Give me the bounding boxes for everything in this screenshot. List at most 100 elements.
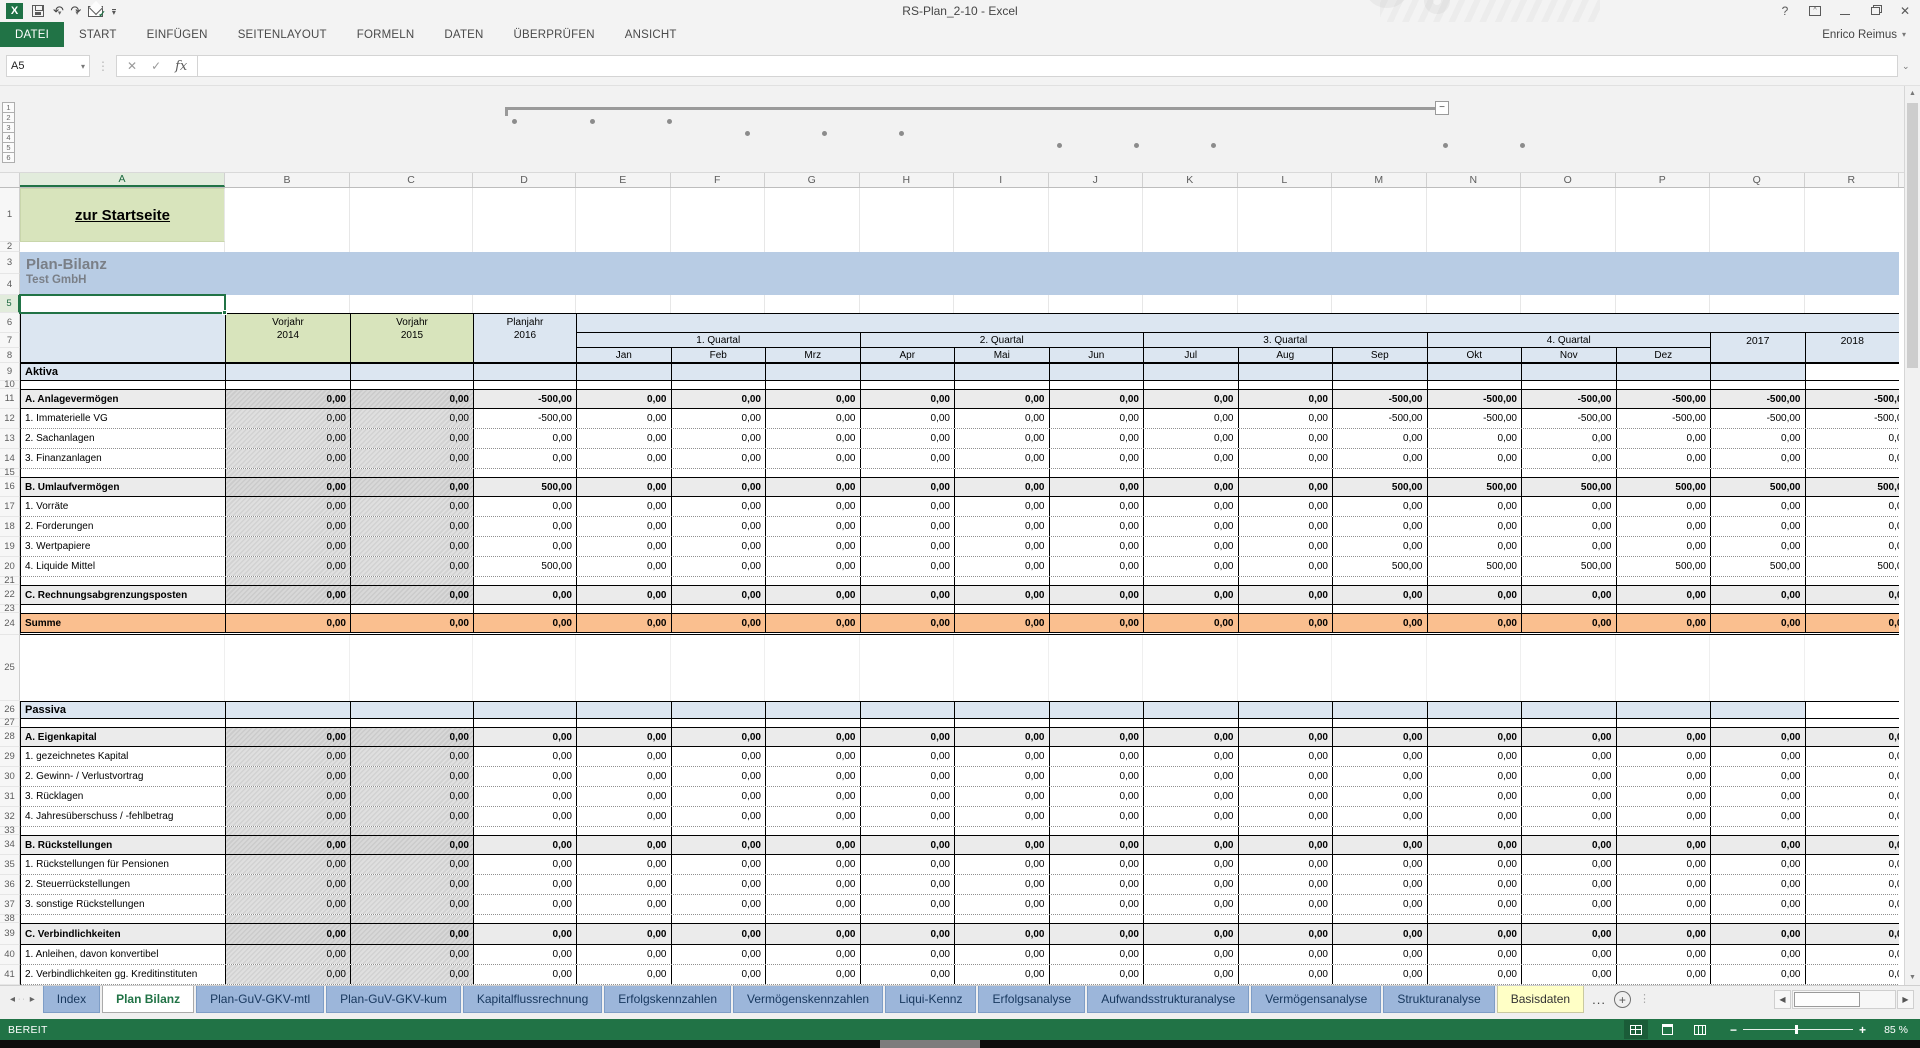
cell-Q34[interactable]: 0,00 [1711,836,1806,854]
cell-N38[interactable] [1428,915,1522,923]
cell-A23[interactable] [21,605,226,613]
cell-L36[interactable]: 0,00 [1239,875,1333,894]
ribbon-tab-datei[interactable]: DATEI [0,22,65,47]
cell-P30[interactable]: 0,00 [1617,767,1711,786]
cell-N28[interactable]: 0,00 [1427,728,1522,746]
cell-A32[interactable]: 4. Jahresüberschuss / -fehlbetrag [21,807,226,826]
row-header-4[interactable]: 4 [0,274,20,295]
cell-K33[interactable] [1144,827,1239,835]
cell-G25[interactable] [765,635,860,701]
close-button[interactable]: ✕ [1899,4,1911,18]
cell-Q30[interactable]: 0,00 [1711,767,1806,786]
cell-Q18[interactable]: 0,00 [1711,517,1806,536]
cell-H1[interactable] [860,188,954,242]
cell-E20[interactable]: 0,00 [577,557,672,576]
cell-I13[interactable]: 0,00 [955,429,1050,448]
cell-H35[interactable]: 0,00 [861,855,955,874]
cell-O28[interactable]: 0,00 [1522,728,1617,746]
cell-M2[interactable] [1332,242,1427,252]
cell-F41[interactable]: 0,00 [672,965,766,984]
cell-E2[interactable] [576,242,671,252]
row-header-13[interactable]: 13 [0,429,20,449]
cell-E35[interactable]: 0,00 [577,855,672,874]
cell-L34[interactable]: 0,00 [1238,836,1333,854]
cell-E15[interactable] [577,469,672,477]
cell-C32[interactable]: 0,00 [351,807,474,826]
select-all-corner[interactable] [0,173,20,187]
cell-B14[interactable]: 0,00 [226,449,351,468]
cell-I24[interactable]: 0,00 [955,614,1050,632]
cell-E37[interactable]: 0,00 [577,895,672,914]
cell-C1[interactable] [350,188,473,242]
cell-K29[interactable]: 0,00 [1144,747,1239,766]
cell-C29[interactable]: 0,00 [351,747,474,766]
cell-C38[interactable] [351,915,474,923]
cell-F27[interactable] [672,719,766,727]
cell-B23[interactable] [226,605,351,613]
cell-K34[interactable]: 0,00 [1144,836,1239,854]
cell-J20[interactable]: 0,00 [1050,557,1144,576]
cell-H34[interactable]: 0,00 [860,836,955,854]
cell-G1[interactable] [765,188,860,242]
cell-H11[interactable]: 0,00 [860,390,955,408]
cell-J22[interactable]: 0,00 [1049,586,1144,604]
column-header-A[interactable]: A [20,173,225,187]
cell-I26[interactable] [955,702,1050,718]
cell-L26[interactable] [1238,702,1333,718]
cell-D38[interactable] [474,915,577,923]
month-header-Mrz[interactable]: Mrz [766,348,861,363]
cell-H24[interactable]: 0,00 [860,614,955,632]
cell-M17[interactable]: 0,00 [1333,497,1428,516]
cell-E9[interactable] [577,364,672,380]
cell-G39[interactable]: 0,00 [766,924,861,944]
cell-G20[interactable]: 0,00 [766,557,861,576]
cell-J9[interactable] [1049,364,1144,380]
year-header-2017[interactable]: 2017 [1711,333,1806,363]
cell-H28[interactable]: 0,00 [860,728,955,746]
cell-Q29[interactable]: 0,00 [1711,747,1806,766]
cell-N12[interactable]: -500,00 [1428,409,1522,428]
cell-H21[interactable] [861,577,955,585]
cell-C41[interactable]: 0,00 [351,965,474,984]
cell-N22[interactable]: 0,00 [1427,586,1522,604]
cell-R34[interactable]: 0,00 [1805,836,1899,854]
cell-H18[interactable]: 0,00 [861,517,955,536]
cell-J34[interactable]: 0,00 [1049,836,1144,854]
cell-B13[interactable]: 0,00 [226,429,351,448]
cell-E33[interactable] [577,827,672,835]
cell-N29[interactable]: 0,00 [1428,747,1522,766]
row-header-1[interactable]: 1 [0,188,20,242]
cell-C26[interactable] [351,702,474,718]
cell-E26[interactable] [577,702,672,718]
month-header-Apr[interactable]: Apr [860,348,955,363]
zoom-slider[interactable]: − + [1730,1023,1866,1037]
cell-D16[interactable]: 500,00 [474,478,577,496]
quarter-header-1[interactable]: 1. Quartal [577,333,861,348]
cell-G14[interactable]: 0,00 [766,449,861,468]
row-header-6[interactable]: 6 [0,313,20,333]
ribbon-tab-überprüfen[interactable]: ÜBERPRÜFEN [513,28,595,41]
cell-H33[interactable] [861,827,955,835]
vertical-scrollbar[interactable]: ▲ ▼ [1904,86,1920,985]
cell-H26[interactable] [860,702,955,718]
cell-F26[interactable] [671,702,766,718]
cell-D24[interactable]: 0,00 [474,614,577,632]
cell-K25[interactable] [1143,635,1238,701]
cell-P29[interactable]: 0,00 [1617,747,1711,766]
cell-P2[interactable] [1616,242,1710,252]
cell-C16[interactable]: 0,00 [351,478,474,496]
cell-O19[interactable]: 0,00 [1522,537,1617,556]
user-account-menu[interactable]: Enrico Reimus ▾ [1822,22,1920,47]
cell-F13[interactable]: 0,00 [672,429,766,448]
cell-B33[interactable] [226,827,351,835]
cell-I11[interactable]: 0,00 [955,390,1050,408]
cell-K32[interactable]: 0,00 [1144,807,1239,826]
cell-A40[interactable]: 1. Anleihen, davon konvertibel [21,945,226,964]
cell-L15[interactable] [1239,469,1333,477]
cell-M11[interactable]: -500,00 [1333,390,1428,408]
cell-M20[interactable]: 500,00 [1333,557,1428,576]
cell-L9[interactable] [1238,364,1333,380]
cell-M10[interactable] [1333,381,1428,389]
cell-I34[interactable]: 0,00 [955,836,1050,854]
cell-K27[interactable] [1144,719,1239,727]
